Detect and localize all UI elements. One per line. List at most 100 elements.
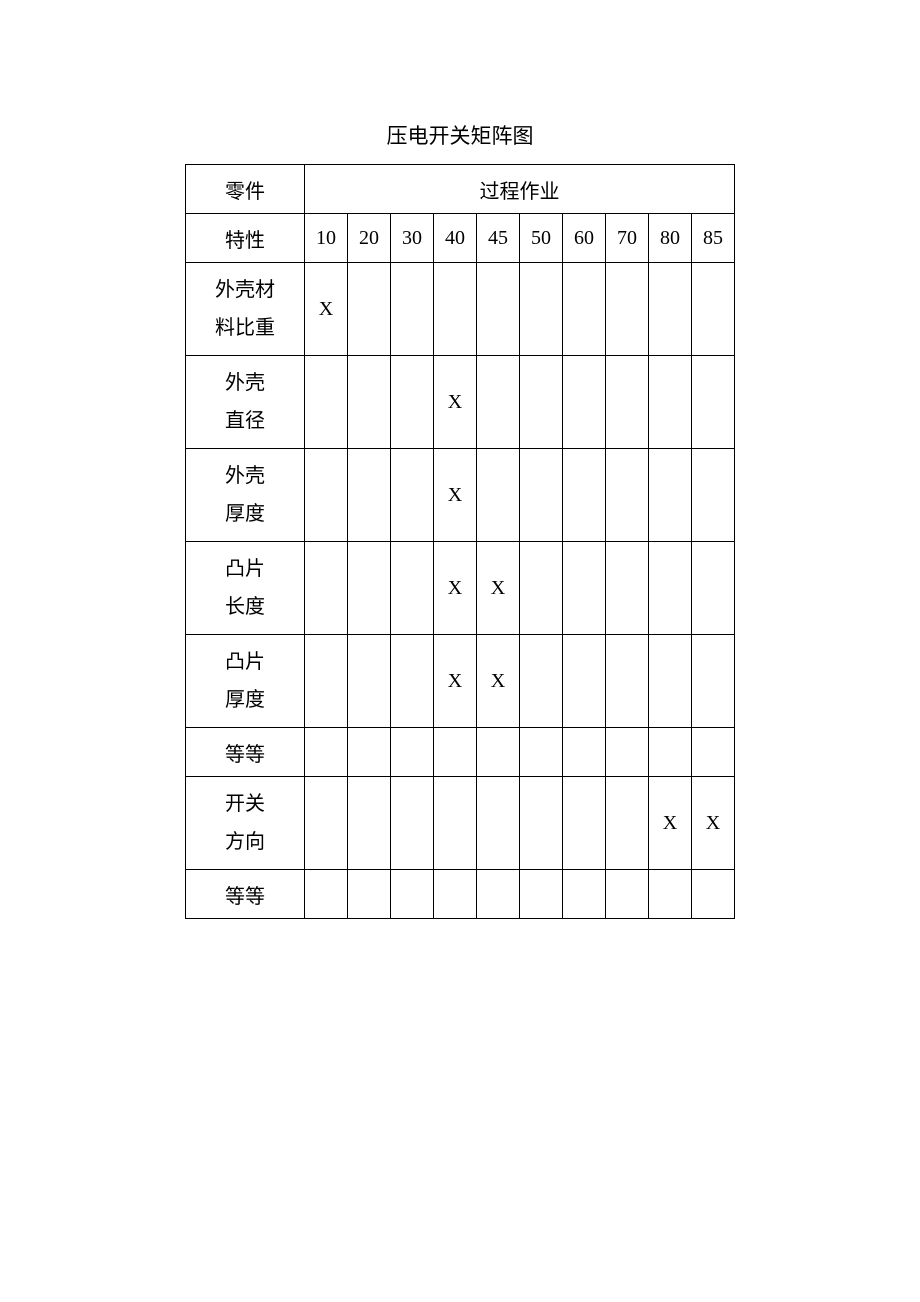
- col-6: 60: [563, 214, 606, 263]
- row-label: 外壳直径: [186, 356, 305, 449]
- cell: [606, 635, 649, 728]
- cell: [434, 777, 477, 870]
- row-label: 外壳厚度: [186, 449, 305, 542]
- col-3: 40: [434, 214, 477, 263]
- cell: [477, 449, 520, 542]
- header-rowlabel-1: 零件: [186, 165, 305, 214]
- cell: [434, 263, 477, 356]
- row-label: 凸片厚度: [186, 635, 305, 728]
- cell: [434, 870, 477, 919]
- col-5: 50: [520, 214, 563, 263]
- cell: [563, 356, 606, 449]
- cell: [606, 777, 649, 870]
- cell: X: [649, 777, 692, 870]
- matrix-table: 零件 过程作业 特性 10 20 30 40 45 50 60 70 80 85…: [185, 164, 735, 919]
- cell: [649, 870, 692, 919]
- cell: [520, 449, 563, 542]
- cell: [391, 449, 434, 542]
- cell: [520, 356, 563, 449]
- cell: [391, 263, 434, 356]
- cell: [649, 728, 692, 777]
- cell: [477, 728, 520, 777]
- cell: [434, 728, 477, 777]
- cell: [649, 263, 692, 356]
- cell: [348, 777, 391, 870]
- cell: [348, 449, 391, 542]
- cell: [692, 635, 735, 728]
- cell: [606, 449, 649, 542]
- cell: [348, 728, 391, 777]
- row-label: 凸片长度: [186, 542, 305, 635]
- cell: [606, 356, 649, 449]
- cell: [606, 263, 649, 356]
- cell: [305, 870, 348, 919]
- cell: [692, 870, 735, 919]
- header-rowlabel-2: 特性: [186, 214, 305, 263]
- row-label: 外壳材料比重: [186, 263, 305, 356]
- cell: [477, 870, 520, 919]
- cell: [563, 777, 606, 870]
- cell: [391, 356, 434, 449]
- cell: [606, 728, 649, 777]
- cell: X: [434, 635, 477, 728]
- cell: X: [434, 356, 477, 449]
- header-group: 过程作业: [305, 165, 735, 214]
- cell: [649, 356, 692, 449]
- cell: [305, 356, 348, 449]
- cell: [692, 263, 735, 356]
- cell: [348, 263, 391, 356]
- cell: [305, 728, 348, 777]
- cell: [391, 870, 434, 919]
- cell: [348, 870, 391, 919]
- cell: [520, 635, 563, 728]
- col-7: 70: [606, 214, 649, 263]
- cell: [563, 542, 606, 635]
- row-label: 开关方向: [186, 777, 305, 870]
- cell: [563, 263, 606, 356]
- cell: X: [477, 542, 520, 635]
- cell: [606, 542, 649, 635]
- col-9: 85: [692, 214, 735, 263]
- col-0: 10: [305, 214, 348, 263]
- cell: [606, 870, 649, 919]
- cell: [305, 777, 348, 870]
- cell: [563, 635, 606, 728]
- cell: [305, 635, 348, 728]
- row-label: 等等: [186, 728, 305, 777]
- cell: [391, 542, 434, 635]
- cell: [477, 356, 520, 449]
- cell: [692, 728, 735, 777]
- cell: [649, 635, 692, 728]
- cell: [477, 263, 520, 356]
- cell: [520, 542, 563, 635]
- cell: [520, 777, 563, 870]
- cell: [305, 449, 348, 542]
- col-2: 30: [391, 214, 434, 263]
- col-1: 20: [348, 214, 391, 263]
- cell: [477, 777, 520, 870]
- cell: [649, 542, 692, 635]
- cell: [563, 728, 606, 777]
- cell: X: [477, 635, 520, 728]
- cell: [649, 449, 692, 542]
- cell: [520, 870, 563, 919]
- cell: [348, 542, 391, 635]
- col-4: 45: [477, 214, 520, 263]
- cell: [391, 728, 434, 777]
- cell: [348, 356, 391, 449]
- cell: [692, 356, 735, 449]
- cell: [563, 870, 606, 919]
- cell: [391, 777, 434, 870]
- row-label: 等等: [186, 870, 305, 919]
- cell: X: [692, 777, 735, 870]
- cell: [692, 449, 735, 542]
- col-8: 80: [649, 214, 692, 263]
- cell: [692, 542, 735, 635]
- cell: X: [434, 542, 477, 635]
- cell: [391, 635, 434, 728]
- cell: X: [305, 263, 348, 356]
- cell: [520, 728, 563, 777]
- table-title: 压电开关矩阵图: [180, 120, 740, 150]
- cell: [520, 263, 563, 356]
- cell: [348, 635, 391, 728]
